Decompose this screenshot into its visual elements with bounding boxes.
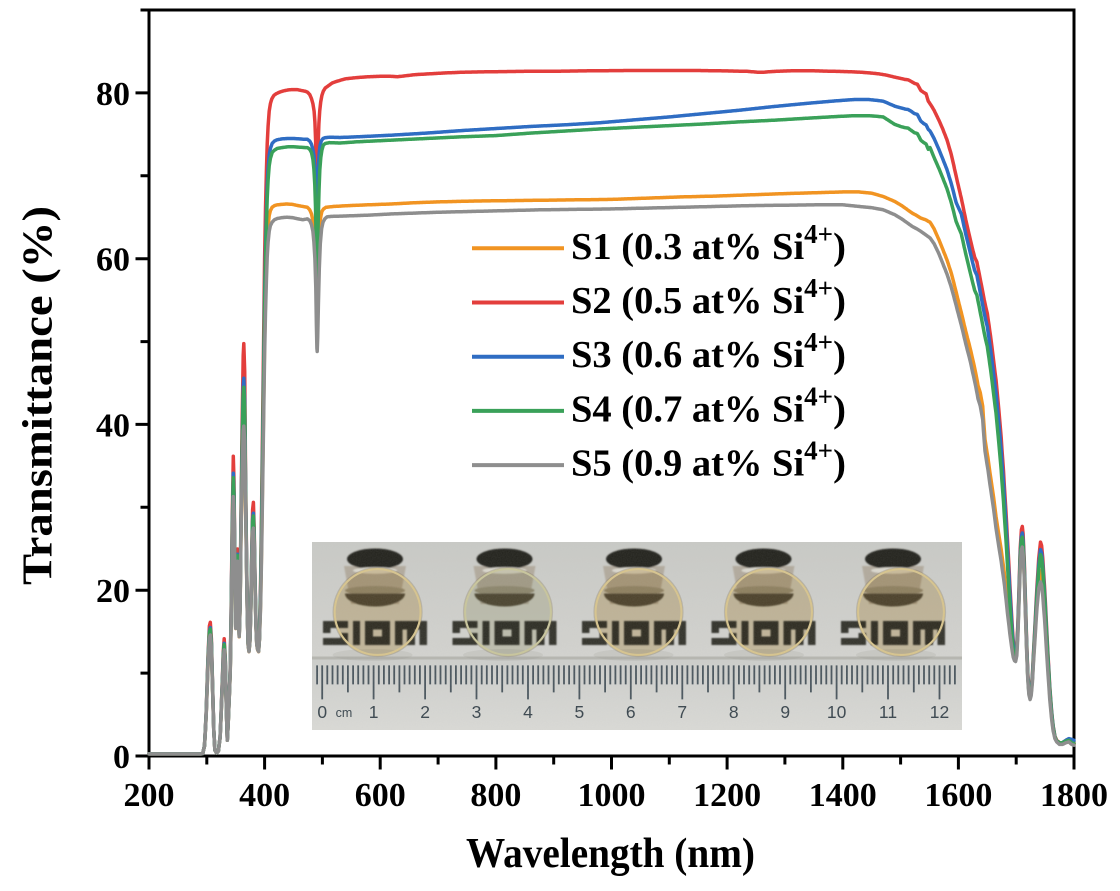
svg-text:Wavelength (nm): Wavelength (nm) [466, 831, 755, 877]
svg-text:S3 (0.6 at% Si4+): S3 (0.6 at% Si4+) [571, 327, 846, 376]
svg-text:S1 (0.3 at% Si4+): S1 (0.3 at% Si4+) [571, 219, 846, 268]
svg-text:1800: 1800 [1040, 777, 1108, 814]
svg-text:60: 60 [96, 242, 130, 279]
svg-text:20: 20 [96, 573, 130, 610]
svg-text:80: 80 [96, 76, 130, 113]
svg-text:1600: 1600 [924, 777, 992, 814]
svg-text:1400: 1400 [809, 777, 877, 814]
svg-text:S4 (0.7 at% Si4+): S4 (0.7 at% Si4+) [571, 381, 846, 430]
svg-text:S2 (0.5 at% Si4+): S2 (0.5 at% Si4+) [571, 273, 846, 322]
svg-text:800: 800 [470, 777, 521, 814]
svg-text:600: 600 [355, 777, 406, 814]
svg-text:40: 40 [96, 407, 130, 444]
svg-text:1000: 1000 [578, 777, 646, 814]
svg-text:S5 (0.9 at% Si4+): S5 (0.9 at% Si4+) [571, 436, 846, 485]
svg-text:400: 400 [239, 777, 290, 814]
svg-text:0: 0 [113, 739, 130, 776]
svg-text:Transmittance (%): Transmittance (%) [16, 206, 62, 585]
svg-text:1200: 1200 [693, 777, 761, 814]
svg-text:200: 200 [124, 777, 175, 814]
